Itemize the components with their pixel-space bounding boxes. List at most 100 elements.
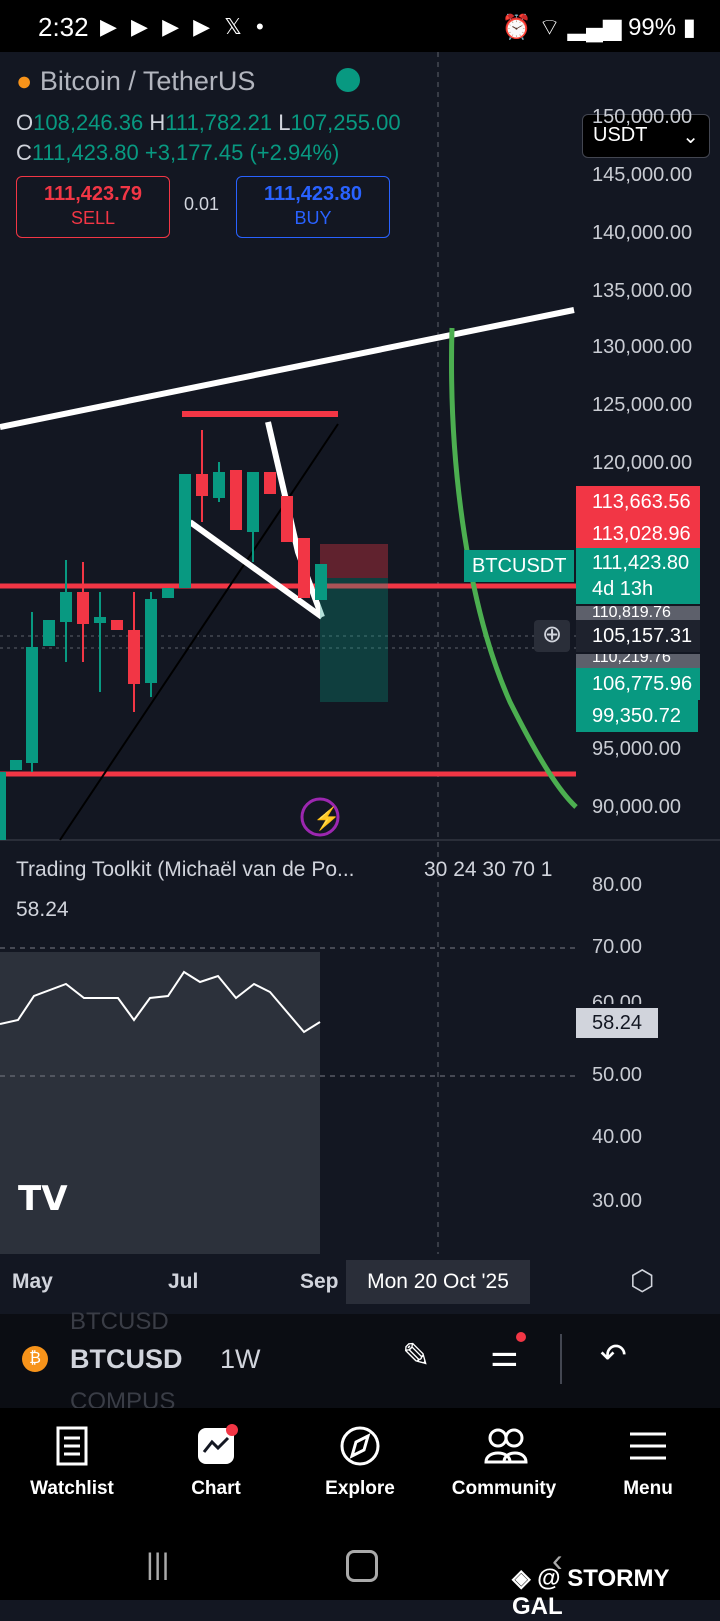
indicator-line [0,970,321,1034]
tradingview-logo: TV [18,1179,68,1219]
price-axis-label: 120,000.00 [592,452,693,474]
indicator-axis-label: 30.00 [592,1190,643,1212]
indicators-sliders-icon[interactable]: ⚌ [490,1337,519,1373]
symbol-tag: BTCUSDT [464,550,575,582]
crosshair-date-tag: Mon 20 Oct '25 [346,1260,530,1304]
menu-icon [630,1432,666,1460]
candle [213,472,225,498]
indicator-title[interactable]: Trading Toolkit (Michaël van de Po... [16,858,355,881]
binance-icon: ◈ [512,1565,531,1592]
price-axis-label: 125,000.00 [592,394,693,416]
chart-settings-icon[interactable]: ⬡ [630,1265,655,1296]
candle [247,472,259,532]
buy-price: 111,423.80 [264,183,362,205]
buy-button[interactable]: 111,423.80 BUY [236,176,390,238]
indicator-axis-label: 40.00 [592,1126,643,1148]
candle [145,599,157,683]
candle [26,647,38,763]
candle [0,772,6,840]
price-tag-green: 99,350.72 [576,700,698,732]
price-tag-red: 113,028.96 [576,518,700,550]
status-right: ⏰ ⌔ ▂▄▆ 99% ▮ [501,14,696,41]
chart-canvas[interactable]: TV ⚡ [0,52,720,1314]
currency-select[interactable]: USDT ⌄ [582,114,710,158]
nav-label: Menu [623,1478,673,1499]
candle [111,620,123,630]
price-axis-label: 90,000.00 [592,796,681,818]
flash-alert-icon [300,797,340,837]
battery-level: 99% [628,14,677,41]
indicator-value-tag: 58.24 [576,1008,658,1038]
chevron-down-icon: ⌄ [682,126,699,148]
toolbar-divider [560,1334,562,1384]
chart-area[interactable]: TV ⚡ ● Bitcoin / TetherUS USDT ⌄ O108,24… [0,52,720,1314]
indicator-params: 30 24 30 70 1 [424,858,553,881]
indicator-axis-label: 60.00 [592,992,643,1004]
current-price-value: 111,423.80 [592,552,690,574]
nav-menu[interactable]: Menu [576,1408,720,1534]
sell-button[interactable]: 111,423.79 SELL [16,176,170,238]
spread-value: 0.01 [184,194,220,214]
compass-icon [340,1426,380,1466]
community-icon [484,1428,528,1464]
time-cycle-arc [449,327,578,809]
price-axis-label: 130,000.00 [592,336,693,358]
candles [0,430,327,840]
nav-watchlist[interactable]: Watchlist [0,1408,144,1534]
price-tag-red: 113,663.56 [576,486,700,518]
time-axis-label: May [12,1270,53,1293]
trend-line-black [59,423,339,841]
candle [128,630,140,684]
symbol-header[interactable]: ● Bitcoin / TetherUS [16,66,255,97]
bitcoin-icon: ₿ [22,1346,48,1372]
candle [264,472,276,494]
price-tag-green: 106,775.96 [576,668,700,700]
candle [60,592,72,622]
back-icon[interactable]: ‹ [552,1542,563,1578]
watchlist-icon [56,1426,88,1466]
status-bar: 2:32 ▶ ▶ ▶ ▶ 𝕏 • ⏰ ⌔ ▂▄▆ 99% ▮ [0,0,720,52]
undo-icon[interactable]: ↶ [600,1337,627,1373]
interval-button[interactable]: 1W [220,1344,261,1374]
ohlc-row-1: O108,246.36 H111,782.21 L107,255.00 [16,110,401,135]
candle [10,760,22,770]
chart-icon [198,1424,238,1464]
add-alert-icon[interactable]: ⊕ [534,620,570,652]
nav-label: Chart [191,1478,241,1499]
chart-toolbar: BTCUSD COMPUS ₿ BTCUSD 1W ✎ ⚌ ↶ [0,1308,720,1408]
watermark: ◈ @ STORMY GAL [512,1564,720,1621]
sell-price: 111,423.79 [44,183,142,205]
bitcoin-icon: ● [16,66,33,96]
buy-label: BUY [294,208,332,228]
candle [281,496,293,542]
notification-dot [516,1332,526,1342]
home-icon[interactable] [346,1550,378,1582]
drawing-pen-icon[interactable]: ✎ [402,1337,431,1375]
sell-label: SELL [70,208,116,228]
nav-label: Explore [325,1478,395,1499]
nav-community[interactable]: Community [432,1408,576,1534]
nav-label: Community [451,1478,557,1499]
price-axis-label: 145,000.00 [592,164,693,186]
stop-zone [320,544,388,578]
price-tag-hidden: 110,819.76 [576,606,700,620]
indicator-axis-label: 80.00 [592,874,643,896]
indicator-value: 58.24 [16,898,69,921]
candle [43,620,55,646]
nav-chart[interactable]: Chart [144,1408,288,1534]
indicator-axis-label: 70.00 [592,936,643,958]
candle [162,588,174,598]
crosshair-price-tag: 105,157.31 [576,620,700,652]
candle [230,470,242,530]
ticker-button[interactable]: BTCUSD [70,1344,183,1374]
candle [298,538,310,598]
bar-countdown: 4d 13h [592,578,654,600]
price-axis-label: 135,000.00 [592,280,693,302]
nav-explore[interactable]: Explore [288,1408,432,1534]
candle [315,564,327,600]
indicator-band [0,952,320,1254]
candle [77,592,89,624]
recents-icon[interactable]: ||| [146,1548,170,1581]
flash-alert-glyph: ⚡ [313,806,340,832]
watermark-text: @ STORMY GAL [512,1565,670,1620]
